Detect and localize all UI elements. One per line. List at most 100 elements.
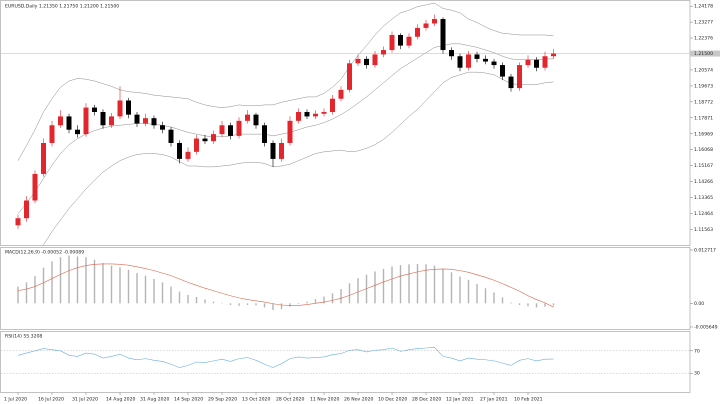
candle-body — [100, 111, 106, 126]
candle-body — [474, 54, 480, 59]
candle-body — [355, 58, 361, 64]
candle-body — [32, 173, 38, 201]
y-tick-label: 1.15167 — [694, 163, 713, 169]
candle-body — [185, 151, 191, 159]
y-tick-label: -0.005649 — [694, 325, 718, 331]
candle-body — [66, 116, 72, 130]
candle-body — [168, 129, 174, 143]
x-tick-label: 31 Aug 2020 — [140, 397, 170, 403]
middle-band — [17, 43, 554, 214]
y-tick-label: 1.12464 — [694, 211, 713, 217]
candle-body — [194, 138, 199, 152]
candle-body — [75, 129, 80, 135]
candle-body — [364, 58, 369, 66]
x-tick-label: 14 Sep 2020 — [174, 397, 203, 403]
upper-band — [17, 2, 554, 161]
candle-body — [117, 100, 123, 117]
candle-body — [92, 107, 97, 112]
candle-body — [500, 65, 505, 77]
candle-body — [262, 125, 267, 143]
candle-body — [134, 114, 140, 124]
y-tick-label: 0.00 — [694, 301, 704, 307]
candle-body — [415, 27, 420, 37]
candle-body — [83, 107, 89, 135]
x-tick-label: 14 Aug 2020 — [106, 397, 136, 403]
last-price-label: 1.21500 — [694, 51, 713, 57]
lower-band — [42, 71, 554, 245]
candle-body — [279, 142, 284, 159]
candle-body — [126, 100, 131, 115]
candle-body — [534, 59, 539, 68]
candle-body — [330, 98, 335, 112]
candle-body — [296, 111, 301, 121]
candle-body — [398, 34, 403, 46]
x-tick-label: 29 Sep 2020 — [208, 397, 237, 403]
candle-body — [41, 142, 46, 174]
macd-title: MACD(12,26,9) -0.00052 -0.00089 — [5, 250, 84, 256]
candle-body — [143, 118, 148, 124]
y-tick-label: 0.012717 — [694, 248, 716, 254]
candle-body — [389, 34, 395, 51]
candle-body — [449, 50, 454, 57]
price-panel — [0, 0, 691, 246]
candle-body — [491, 61, 497, 66]
y-tick-label: 1.13365 — [694, 195, 713, 201]
y-tick-label: 1.22376 — [694, 36, 713, 42]
x-tick-label: 10 Feb 2021 — [514, 397, 543, 403]
candle-body — [49, 125, 55, 143]
rsi-title: RSI(14) 55.3208 — [5, 334, 42, 340]
y-tick-label: 1.17871 — [694, 115, 713, 121]
y-tick-label: 70 — [694, 348, 700, 354]
y-tick-label: 1.23277 — [694, 20, 713, 26]
y-tick-label: 1.11563 — [694, 227, 713, 233]
candle-body — [245, 114, 250, 121]
x-tick-label: 26 Nov 2020 — [344, 397, 373, 403]
candle-body — [466, 54, 471, 68]
x-tick-label: 11 Nov 2020 — [310, 397, 339, 403]
candle-body — [508, 76, 514, 89]
candle-body — [24, 200, 29, 219]
y-tick-label: 30 — [694, 371, 700, 377]
candle-body — [457, 56, 463, 68]
candle-body — [440, 19, 446, 51]
candle-body — [406, 36, 412, 46]
candle-body — [517, 65, 522, 89]
candle-body — [253, 114, 259, 126]
signal-line — [17, 263, 554, 308]
x-tick-label: 10 Dec 2020 — [378, 397, 407, 403]
rsi-line — [17, 347, 554, 368]
y-tick-label: 1.14266 — [694, 179, 713, 185]
x-tick-label: 1 Jul 2020 — [4, 397, 27, 403]
x-tick-label: 16 Jul 2020 — [38, 397, 64, 403]
candle-body — [483, 58, 488, 62]
rsi-panel — [0, 331, 691, 393]
candle-body — [551, 53, 556, 57]
candle-body — [109, 116, 114, 126]
x-tick-label: 28 Oct 2020 — [276, 397, 304, 403]
candle-body — [58, 116, 63, 126]
candle-body — [525, 59, 531, 66]
y-tick-label: 1.16969 — [694, 131, 713, 137]
y-tick-label: 1.24178 — [694, 4, 713, 10]
candle-body — [338, 89, 344, 99]
candle-body — [287, 120, 293, 143]
candle-body — [270, 142, 276, 159]
candle-body — [313, 113, 318, 117]
candle-body — [321, 111, 327, 114]
candle-body — [15, 218, 21, 226]
candle-body — [304, 111, 310, 117]
x-tick-label: 31 Jul 2020 — [72, 397, 98, 403]
candle-body — [160, 125, 165, 130]
candle-body — [347, 63, 352, 90]
x-tick-label: 13 Oct 2020 — [242, 397, 270, 403]
price-title: EURUSD,Daily 1.21350 1.21750 1.21200 1.2… — [5, 4, 119, 10]
macd-panel — [0, 247, 691, 330]
last-price-box — [690, 50, 720, 57]
candle-body — [228, 125, 233, 136]
y-tick-label: 1.20574 — [694, 67, 713, 73]
candle-body — [211, 134, 216, 142]
x-tick-label: 12 Jan 2021 — [446, 397, 474, 403]
